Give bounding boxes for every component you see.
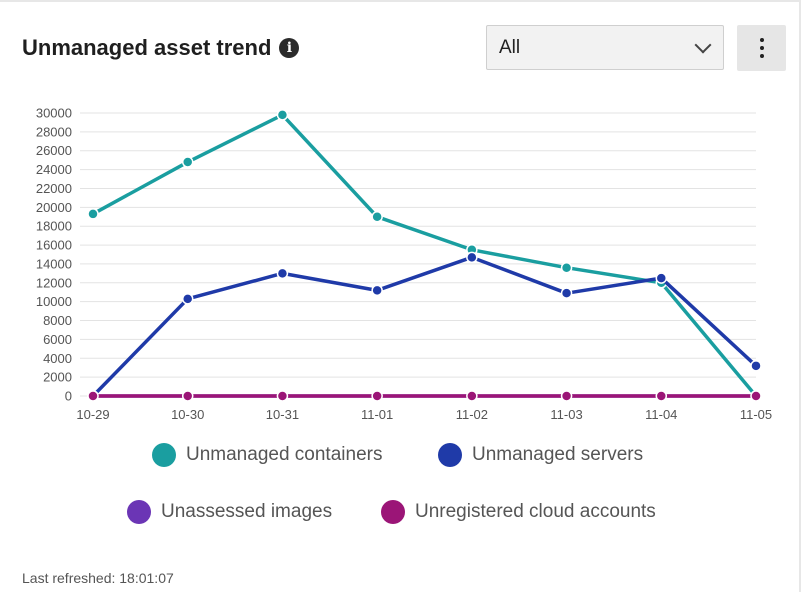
series-point-0 [276, 109, 289, 121]
kebab-menu-button[interactable] [737, 25, 786, 71]
x-tick-label: 11-05 [740, 407, 772, 422]
legend-label-cloud-accounts: Unregistered cloud accounts [415, 501, 656, 522]
series-point-1 [181, 293, 194, 305]
y-tick-label: 4000 [43, 351, 72, 366]
series-line-0 [91, 113, 758, 398]
info-icon[interactable]: i [279, 38, 300, 58]
legend-swatch-containers [152, 443, 176, 467]
y-tick-label: 30000 [36, 106, 72, 121]
legend-swatch-images [127, 500, 151, 524]
series-point-3 [371, 390, 383, 402]
y-tick-label: 8000 [43, 313, 72, 328]
y-tick-label: 28000 [36, 124, 72, 139]
legend-item-servers[interactable]: Unmanaged servers [438, 443, 643, 467]
y-tick-label: 12000 [36, 275, 72, 290]
y-tick-label: 24000 [36, 162, 72, 177]
series-line-1 [91, 255, 758, 398]
legend-swatch-servers [438, 443, 462, 467]
series-point-1 [466, 251, 478, 264]
x-tick-label: 10-30 [171, 407, 204, 422]
series-point-3 [655, 390, 668, 402]
y-tick-label: 6000 [43, 332, 72, 347]
series-point-0 [560, 261, 573, 274]
series-point-0 [371, 211, 383, 223]
filter-select-value: All [499, 36, 521, 58]
series-point-0 [181, 156, 194, 168]
x-tick-label: 10-29 [76, 407, 109, 422]
y-tick-label: 20000 [36, 200, 72, 215]
series-point-3 [466, 390, 478, 402]
kebab-dot [759, 38, 764, 42]
series-point-3 [276, 390, 289, 402]
x-tick-label: 11-04 [645, 407, 677, 422]
y-tick-label: 10000 [36, 294, 72, 309]
series-point-1 [655, 272, 668, 284]
legend-item-cloud-accounts[interactable]: Unregistered cloud accounts [381, 500, 656, 524]
y-tick-label: 14000 [36, 256, 72, 271]
filter-select[interactable]: All [486, 25, 724, 70]
x-tick-label: 10-31 [266, 407, 299, 422]
y-tick-label: 22000 [36, 181, 72, 196]
x-tick-label: 11-02 [456, 407, 488, 422]
legend-label-images: Unassessed images [161, 501, 333, 522]
y-tick-label: 26000 [36, 143, 72, 158]
series-point-0 [87, 208, 99, 220]
y-tick-label: 16000 [36, 238, 72, 253]
legend-label-servers: Unmanaged servers [472, 444, 644, 465]
legend-label-containers: Unmanaged containers [186, 444, 383, 465]
series-point-3 [560, 390, 573, 402]
legend-item-containers[interactable]: Unmanaged containers [152, 443, 382, 467]
kebab-dot [759, 46, 764, 50]
legend-item-images[interactable]: Unassessed images [127, 500, 332, 524]
series-point-1 [750, 360, 762, 372]
y-tick-label: 18000 [36, 219, 72, 234]
series-point-3 [87, 390, 99, 402]
kebab-dot [759, 54, 764, 58]
series-point-1 [276, 267, 289, 280]
card-title: Unmanaged asset trend [22, 35, 272, 60]
last-refreshed-text: Last refreshed: 18:01:07 [22, 570, 174, 586]
series-point-3 [181, 390, 194, 402]
x-tick-label: 11-03 [550, 407, 582, 422]
series-point-1 [560, 287, 573, 299]
legend-swatch-cloud-accounts [381, 500, 405, 524]
x-tick-label: 11-01 [361, 407, 393, 422]
line-chart: 0 2000 4000 6000 8000 10000 12000 14000 16000 180… [36, 106, 772, 423]
series-point-3 [750, 390, 762, 402]
y-tick-label: 0 [65, 389, 72, 404]
y-tick-label: 2000 [43, 370, 72, 385]
series-point-1 [371, 284, 383, 297]
card-title-wrapper: Unmanaged asset trend i [22, 35, 300, 61]
